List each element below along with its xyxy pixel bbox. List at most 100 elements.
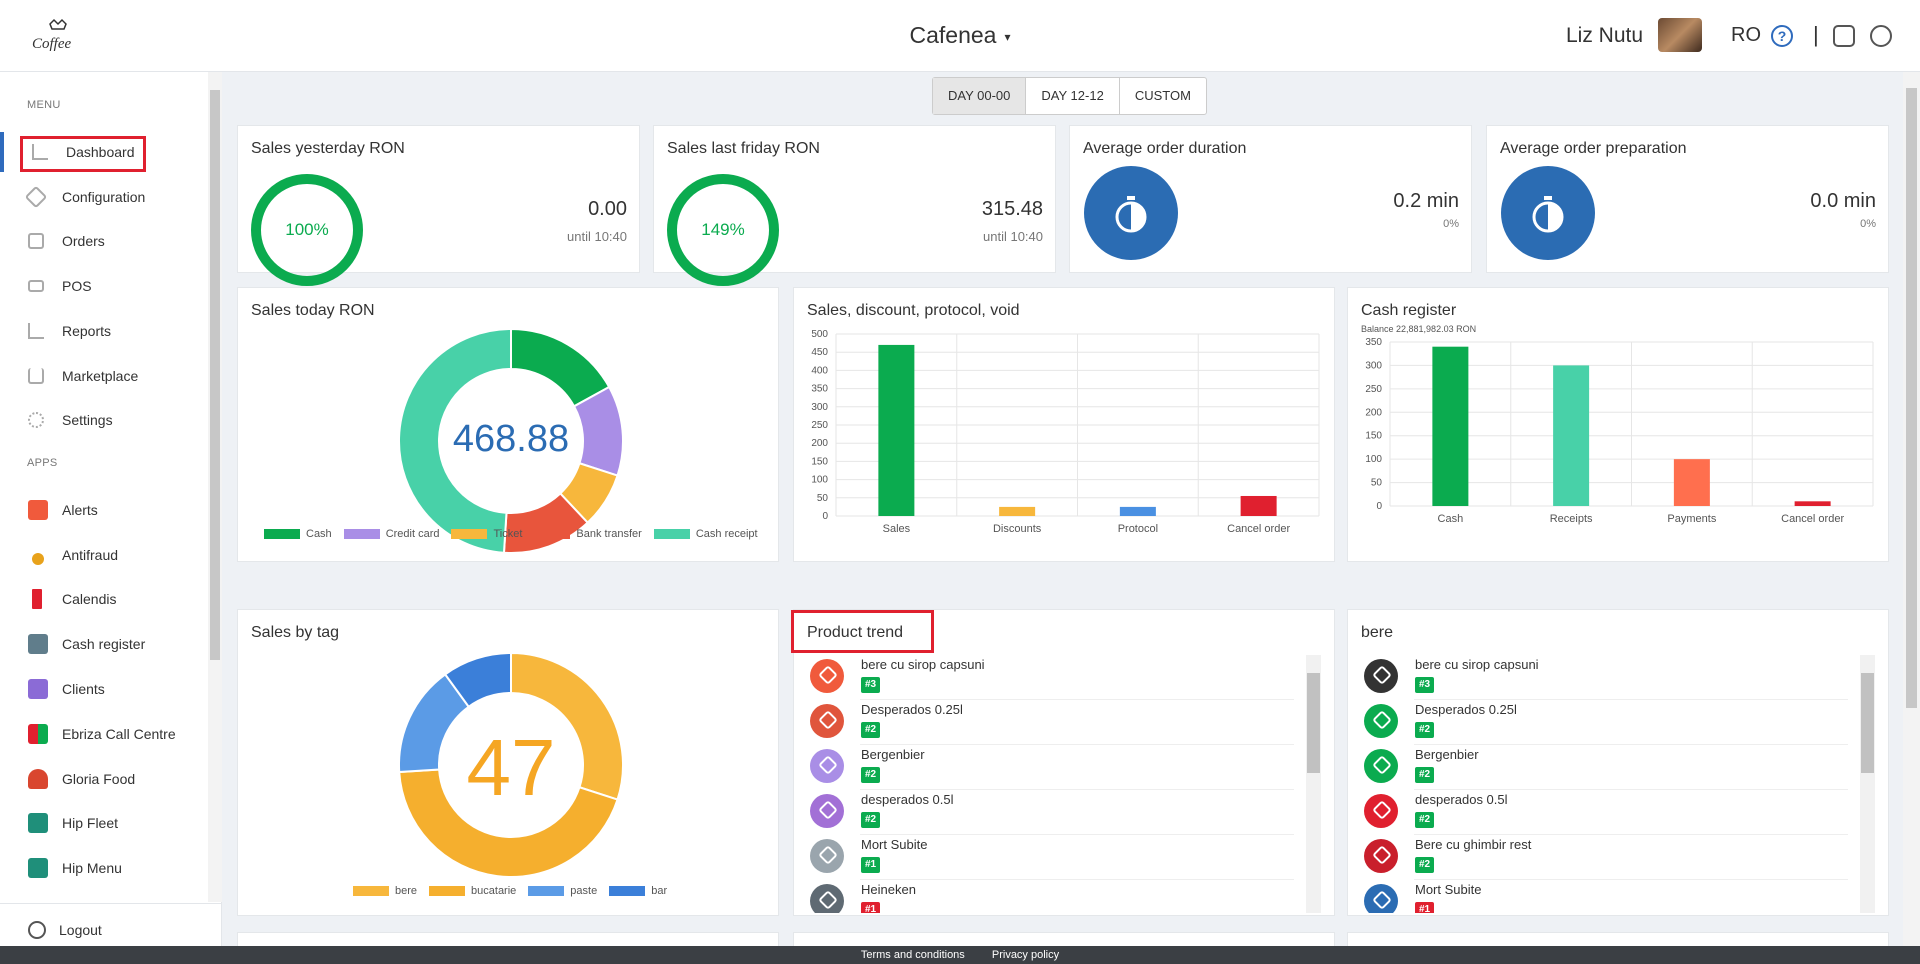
rank-badge: #2 <box>861 722 881 738</box>
venue-selector[interactable]: Cafenea ▾ <box>0 22 1920 49</box>
privacy-link[interactable]: Privacy policy <box>991 949 1060 961</box>
y-tick-label: 100 <box>1365 454 1382 465</box>
sidebar-item-pos[interactable]: POS <box>0 266 205 306</box>
legend-item[interactable]: Credit card <box>343 528 440 540</box>
sidebar-item-label: Marketplace <box>62 368 139 384</box>
product-tag-icon <box>810 794 844 828</box>
legend-swatch <box>343 529 380 539</box>
dashboard-highlight <box>20 136 146 172</box>
sidebar-item-reports[interactable]: Reports <box>0 311 205 351</box>
list-item[interactable]: Bergenbier #2 <box>794 745 1294 790</box>
bere-scrollbar[interactable] <box>1860 655 1875 913</box>
product-name: Desperados 0.25l <box>861 702 963 717</box>
sidebar-app-clients[interactable]: Clients <box>0 669 205 709</box>
donut-slice[interactable] <box>398 768 619 878</box>
donut-slice[interactable] <box>443 652 512 709</box>
list-item[interactable]: Bere cu ghimbir rest #2 <box>1348 835 1848 880</box>
bar[interactable] <box>1240 495 1277 516</box>
product-trend-scrollbar[interactable] <box>1306 655 1321 913</box>
legend-item[interactable]: Ticket <box>451 528 522 540</box>
tab-day-00-00[interactable]: DAY 00-00 <box>933 78 1027 114</box>
sidebar-item-dashboard[interactable]: Dashboard <box>0 132 205 172</box>
user-name[interactable]: Liz Nutu <box>1566 24 1644 47</box>
help-icon[interactable]: ? <box>1771 25 1793 47</box>
y-tick-label: 350 <box>1365 337 1382 348</box>
sidebar-item-orders[interactable]: Orders <box>0 221 205 261</box>
list-item[interactable]: desperados 0.5l #2 <box>1348 790 1848 835</box>
legend-item[interactable]: bucatarie <box>429 885 516 897</box>
language-selector[interactable]: RO <box>1731 24 1761 46</box>
y-tick-label: 50 <box>817 493 829 504</box>
bar[interactable] <box>999 506 1036 516</box>
bar[interactable] <box>1432 346 1469 506</box>
list-item[interactable]: Bergenbier #2 <box>1348 745 1848 790</box>
main-scroll-thumb[interactable] <box>1906 88 1917 708</box>
rank-badge: #2 <box>1415 857 1435 873</box>
legend-item[interactable]: Cash <box>264 528 332 540</box>
x-tick-label: Sales <box>883 523 911 535</box>
terms-link[interactable]: Terms and conditions <box>860 949 965 961</box>
chevron-down-icon[interactable]: ▾ <box>1004 29 1011 44</box>
bar[interactable] <box>1119 506 1156 516</box>
card-title: Product trend <box>807 624 904 641</box>
list-item[interactable]: Mort Subite #1 <box>1348 880 1848 913</box>
legend-item[interactable]: bere <box>353 885 417 897</box>
list-item[interactable]: desperados 0.5l #2 <box>794 790 1294 835</box>
bar[interactable] <box>878 344 915 516</box>
venue-name[interactable]: Cafenea <box>909 22 997 48</box>
sidebar-item-marketplace[interactable]: Marketplace <box>0 356 205 396</box>
sidebar-app-calendis[interactable]: Calendis <box>0 579 205 619</box>
bere-list[interactable]: bere cu sirop capsuni #3 Desperados 0.25l #… <box>1348 655 1860 913</box>
sidebar-app-cash-register[interactable]: Cash register <box>0 624 205 664</box>
list-item[interactable]: Mort Subite #1 <box>794 835 1294 880</box>
logout-button[interactable]: Logout <box>0 903 222 955</box>
rank-badge: #1 <box>861 902 881 913</box>
tab-custom[interactable]: CUSTOM <box>1134 88 1191 103</box>
product-trend-list[interactable]: bere cu sirop capsuni #3 Desperados 0.25l #… <box>794 655 1306 913</box>
avg-order-preparation-card: Average order preparation 0.0 min 0% <box>1486 125 1889 273</box>
legend-item[interactable]: Bank transfer <box>534 528 642 540</box>
rank-badge: #2 <box>1415 767 1435 783</box>
rank-badge: #3 <box>861 677 881 693</box>
y-tick-label: 500 <box>811 329 828 340</box>
legend-label: Cash <box>306 528 332 540</box>
list-item[interactable]: Desperados 0.25l #2 <box>794 700 1294 745</box>
list-item[interactable]: Desperados 0.25l #2 <box>1348 700 1848 745</box>
product-name: Heineken <box>861 882 916 897</box>
sidebar-app-hip-menu[interactable]: Hip Menu <box>0 848 205 888</box>
product-tag-icon <box>1364 704 1398 738</box>
sidebar-item-configuration[interactable]: Configuration <box>0 177 205 217</box>
bar[interactable] <box>1794 501 1831 506</box>
sidebar-app-ebriza-call-centre[interactable]: Ebriza Call Centre <box>0 714 205 754</box>
logout-label: Logout <box>59 922 102 938</box>
sidebar-item-label: Calendis <box>62 591 117 607</box>
pos-terminal-icon[interactable] <box>1833 25 1855 47</box>
toggle-icon[interactable] <box>1870 25 1892 47</box>
sidebar-app-alerts[interactable]: Alerts <box>0 490 205 530</box>
donut-slice[interactable] <box>398 328 512 554</box>
sidebar-app-hip-fleet[interactable]: Hip Fleet <box>0 803 205 843</box>
legend-item[interactable]: paste <box>528 885 597 897</box>
legend-item[interactable]: bar <box>609 885 667 897</box>
product-name: Desperados 0.25l <box>1415 702 1517 717</box>
sidebar-app-antifraud[interactable]: Antifraud <box>0 535 205 575</box>
tab-day-12-12[interactable]: DAY 12-12 <box>1026 78 1120 114</box>
bar[interactable] <box>1673 459 1710 506</box>
list-item[interactable]: bere cu sirop capsuni #3 <box>1348 655 1848 700</box>
list-item[interactable]: Heineken #1 <box>794 880 1294 913</box>
list-item[interactable]: bere cu sirop capsuni #3 <box>794 655 1294 700</box>
cash-register-card: Cash register Balance 22,881,982.03 RON … <box>1347 287 1889 562</box>
y-tick-label: 350 <box>811 384 828 395</box>
sidebar-scroll-thumb[interactable] <box>210 90 220 660</box>
menu-heading: MENU <box>27 99 61 111</box>
rank-badge: #2 <box>861 812 881 828</box>
coffee-logo[interactable]: Coffee <box>28 18 84 54</box>
legend-item[interactable]: Cash receipt <box>653 528 758 540</box>
bar[interactable] <box>1553 365 1590 506</box>
report-icon <box>28 323 44 339</box>
legend-label: Credit card <box>385 528 440 540</box>
avatar[interactable] <box>1658 18 1702 52</box>
sidebar-app-gloria-food[interactable]: Gloria Food <box>0 759 205 799</box>
sidebar-item-settings[interactable]: Settings <box>0 400 205 440</box>
bar-chart-icon <box>32 144 48 160</box>
